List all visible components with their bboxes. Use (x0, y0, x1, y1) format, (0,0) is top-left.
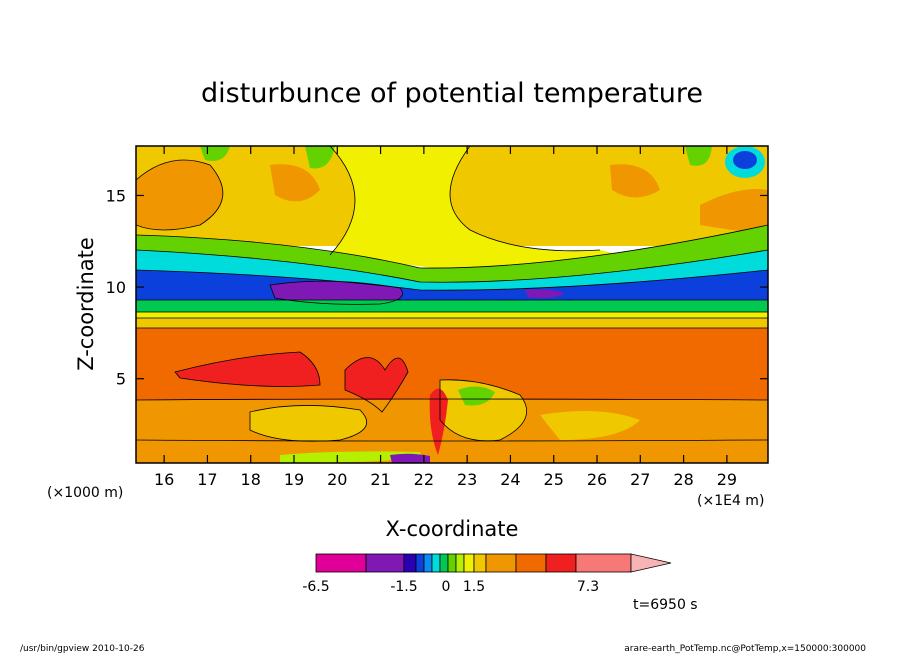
x-tick-label: 27 (630, 470, 650, 489)
x-tick-label: 24 (500, 470, 520, 489)
colorbar-swatch (473, 553, 487, 573)
footer-right: arare-earth_PotTemp.nc@PotTemp,x=150000:… (624, 644, 866, 654)
layer-upper-blue-spot2 (733, 151, 757, 169)
x-tick-label: 23 (457, 470, 477, 489)
layer-upper-green-top2 (305, 146, 335, 169)
x-axis-label: X-coordinate (386, 517, 519, 541)
colorbar-label: 1.5 (463, 579, 485, 595)
contour-field (136, 146, 768, 463)
colorbar-swatch (545, 553, 577, 573)
layer-surface-green (458, 386, 495, 406)
x-tick-label: 16 (154, 470, 174, 489)
x-tick-label: 21 (370, 470, 390, 489)
layer-red-left (175, 352, 320, 387)
colorbar-swatch (447, 553, 457, 573)
layer-yellow-orange-strip (136, 318, 768, 328)
x-unit-left: (×1000 m) (47, 485, 123, 501)
x-tick-label: 28 (673, 470, 693, 489)
y-axis: 5 10 15 (106, 186, 768, 389)
layer-purple-small (525, 289, 565, 298)
y-tick-label: 15 (106, 186, 126, 205)
colorbar-label: 7.3 (577, 579, 599, 595)
layer-upper-orange-right (700, 189, 768, 235)
layer-green-upper (136, 225, 768, 283)
x-tick-label: 22 (414, 470, 434, 489)
x-unit-right: (×1E4 m) (697, 493, 764, 509)
y-axis-label: Z-coordinate (74, 237, 98, 371)
layer-upper-orange-right2 (610, 164, 660, 198)
colorbar-swatch (423, 553, 433, 573)
colorbar-swatch (365, 553, 405, 573)
footer-left: /usr/bin/gpview 2010-10-26 (20, 644, 145, 654)
plot-frame (135, 145, 769, 464)
x-tick-label: 20 (327, 470, 347, 489)
x-tick-label: 26 (587, 470, 607, 489)
colorbar-label: -1.5 (390, 579, 417, 595)
x-tick-label: 19 (284, 470, 304, 489)
layer-upper-yellow (330, 146, 650, 270)
colorbar-swatch (315, 553, 367, 573)
x-tick-label: 17 (197, 470, 217, 489)
colorbar-swatch (431, 553, 441, 573)
colorbar-swatch (485, 553, 517, 573)
colorbar-arrow (630, 553, 672, 573)
layer-surface-yellow3 (540, 411, 640, 440)
layer-upper-orange-left (136, 160, 223, 230)
layer-upper-green-top3 (685, 146, 712, 166)
colorbar-swatch (455, 553, 465, 573)
colorbar-swatch (463, 553, 475, 573)
colorbar-swatch (415, 553, 425, 573)
layer-red-mid (345, 357, 408, 412)
x-axis: 16 17 18 19 20 21 22 23 24 25 26 27 28 29 (154, 146, 737, 489)
layer-surface-bottom-purple (390, 453, 430, 463)
layer-green-lower (136, 300, 768, 312)
contour-lines (136, 146, 768, 442)
colorbar-labels: -6.5 -1.5 0 1.5 7.3 (302, 579, 599, 595)
colorbar-swatch (575, 553, 632, 573)
colorbar-swatch (403, 553, 417, 573)
layer-surface-red (429, 388, 448, 455)
colorbar-label: 0 (442, 579, 451, 595)
layer-upper-orange-mid (270, 164, 320, 202)
time-label: t=6950 s (633, 597, 698, 613)
layer-yellow-strip (136, 312, 768, 322)
x-tick-label: 25 (544, 470, 564, 489)
colorbar-label: -6.5 (302, 579, 329, 595)
layer-surface-yellow1 (250, 405, 367, 442)
colorbar-swatch (515, 553, 547, 573)
y-tick-label: 10 (106, 278, 126, 297)
colorbar-swatch (439, 553, 449, 573)
chart-title: disturbunce of potential temperature (201, 78, 703, 109)
layer-purple (270, 281, 403, 305)
x-tick-label: 18 (241, 470, 261, 489)
y-tick-label: 5 (116, 370, 126, 389)
colorbar (315, 553, 672, 573)
layer-surface-bottom (280, 451, 421, 463)
x-tick-label: 29 (717, 470, 737, 489)
